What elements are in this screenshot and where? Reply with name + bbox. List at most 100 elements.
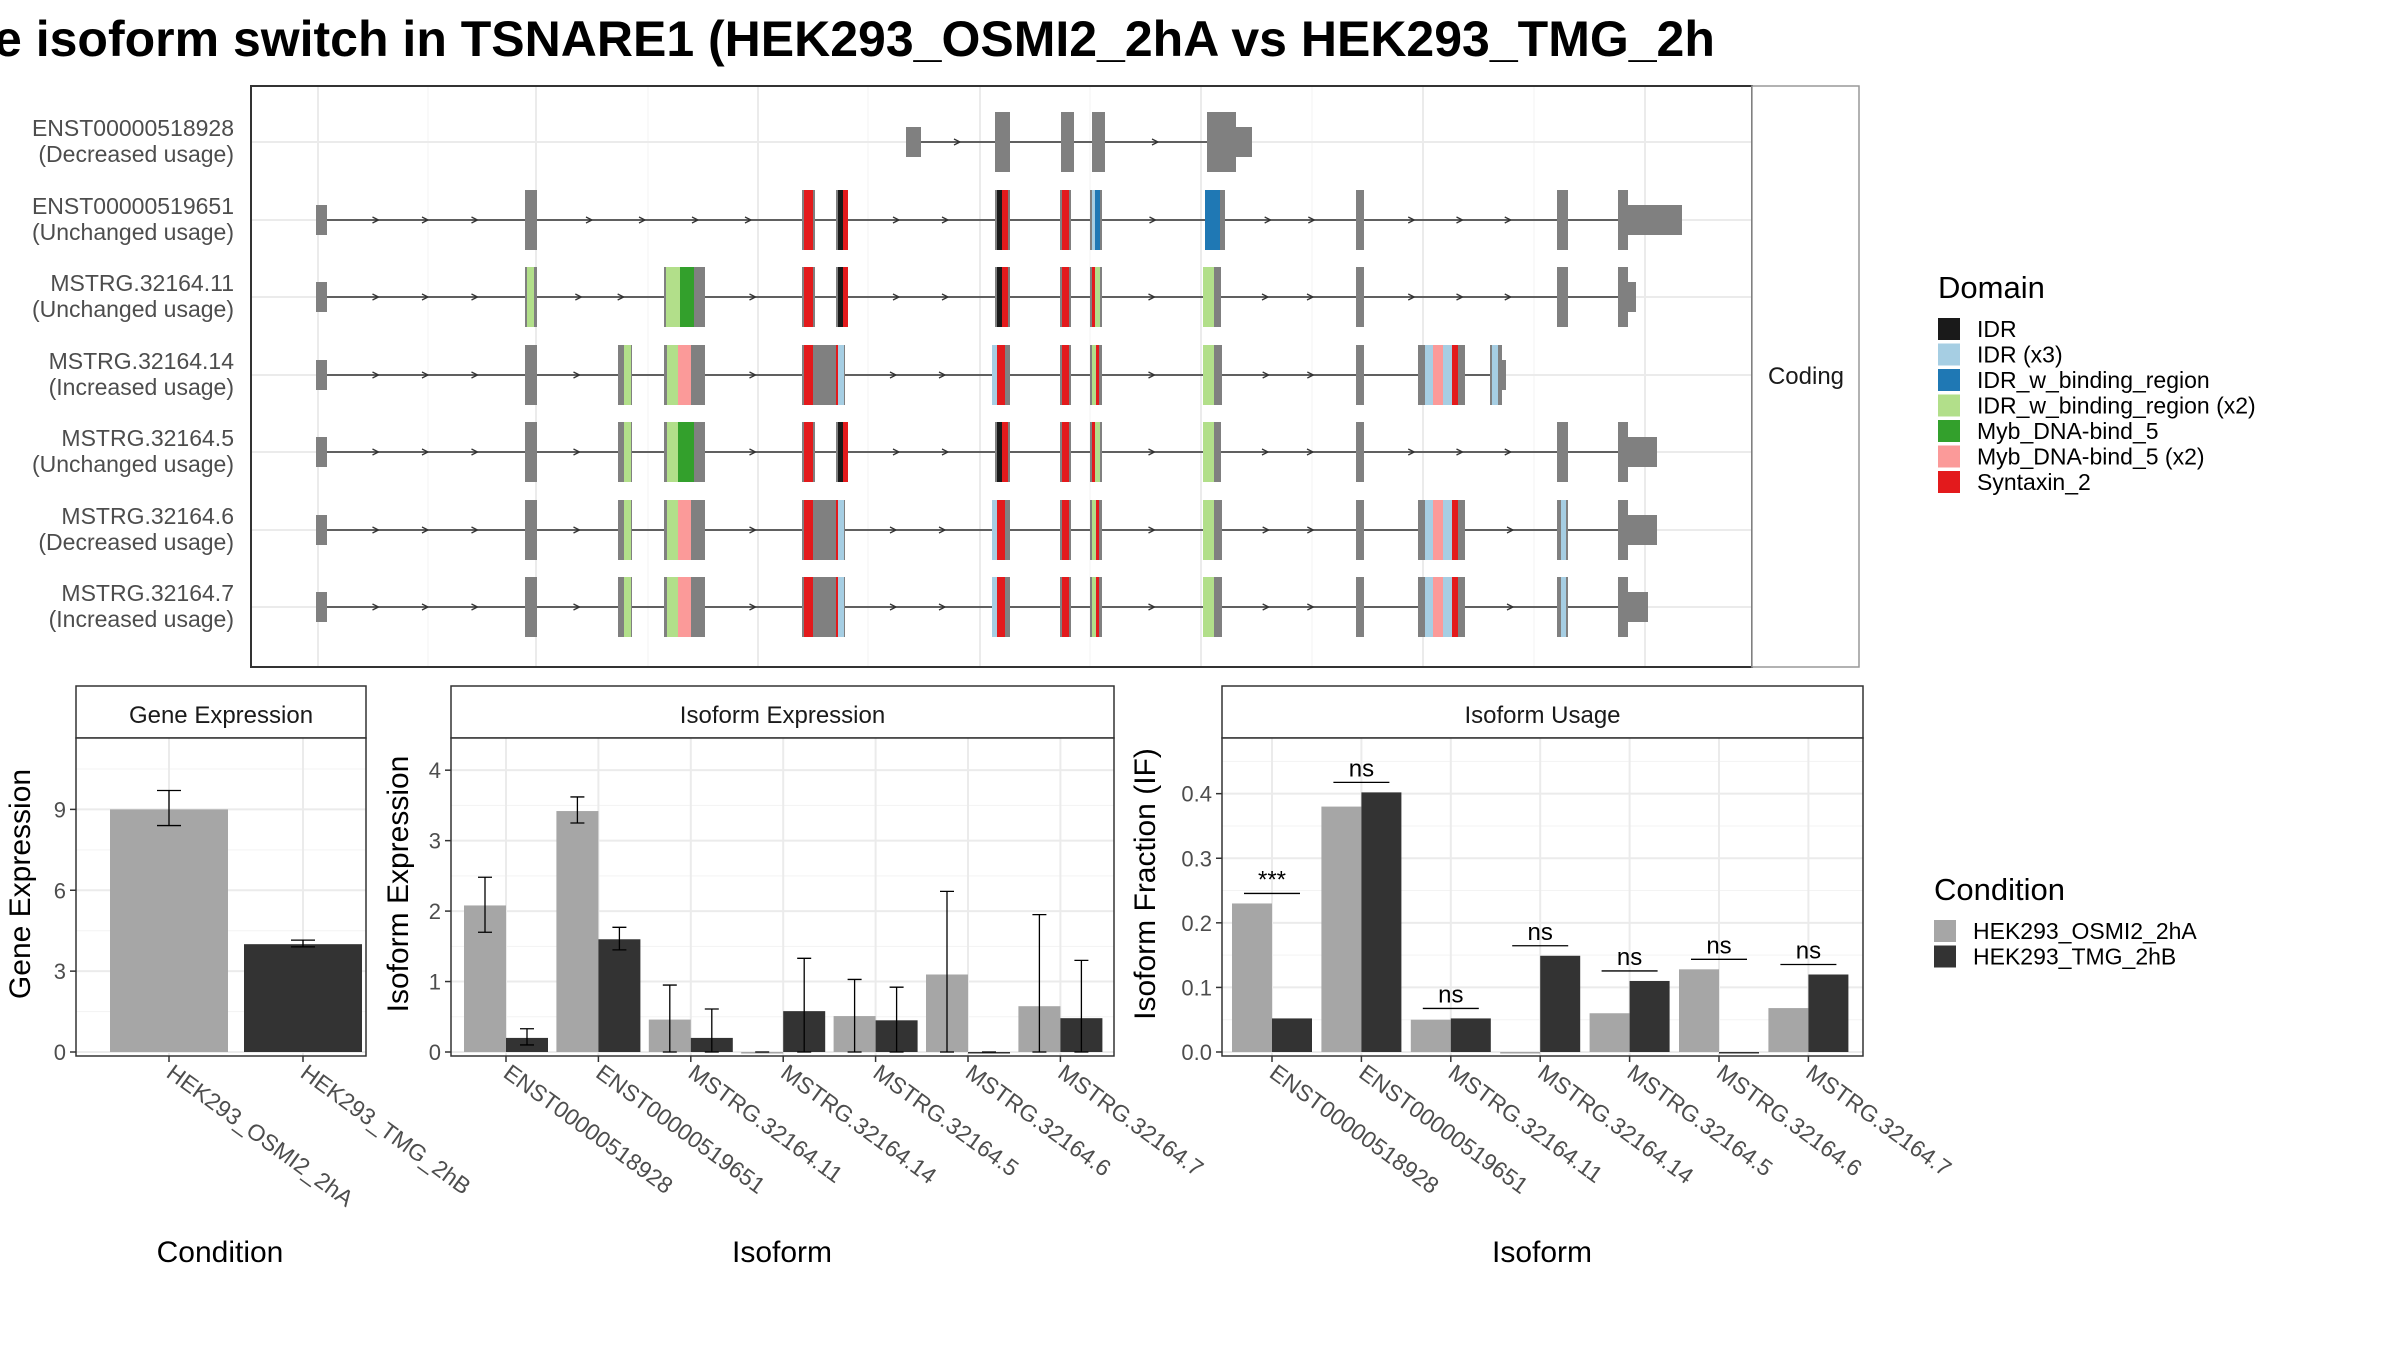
plot-border <box>1221 737 1864 1057</box>
domain-legend-swatch <box>1938 420 1960 442</box>
intron-direction-arrow <box>1148 371 1156 379</box>
domain-segment <box>1002 267 1008 327</box>
intron-direction-arrow <box>941 216 950 224</box>
significance-label: ns <box>1706 932 1731 959</box>
bar <box>556 811 599 1052</box>
exon-block <box>1356 577 1364 637</box>
domain-segment <box>838 500 844 560</box>
x-tick-label: ENST00000519651 <box>591 1059 770 1199</box>
intron-direction-arrow <box>744 216 753 224</box>
intron-direction-arrow <box>1407 293 1416 301</box>
domain-segment <box>804 422 813 482</box>
domain-segment <box>1095 190 1100 250</box>
domain-segment <box>843 267 848 327</box>
domain-segment <box>997 345 1005 405</box>
bar <box>1450 1018 1491 1052</box>
domain-segment <box>1062 190 1069 250</box>
transcript-id-label: MSTRG.32164.5 <box>61 425 234 451</box>
exon-block <box>1628 437 1657 467</box>
domain-segment <box>1062 422 1069 482</box>
error-bar <box>570 796 585 824</box>
intron-direction-arrow <box>1407 216 1416 224</box>
transcript-usage-label: (Decreased usage) <box>38 529 234 555</box>
intron-direction-arrow <box>1307 526 1315 534</box>
domain-segment <box>1095 267 1100 327</box>
error-bar <box>889 986 904 1053</box>
intron-direction-arrow <box>471 216 479 224</box>
domain-segment <box>1062 500 1069 560</box>
domain-legend-label: IDR (x3) <box>1977 342 2063 368</box>
error-bar <box>662 984 677 1053</box>
bar <box>741 1052 784 1054</box>
domain-segment <box>992 577 997 637</box>
exon-block <box>525 500 537 560</box>
bar <box>1629 980 1670 1052</box>
y-tick-label: 3 <box>429 829 441 854</box>
intron-direction-arrow <box>889 603 898 611</box>
exon-block <box>525 345 537 405</box>
intron-direction-arrow <box>1262 526 1271 534</box>
x-tick-label: MSTRG.32164.5 <box>1623 1059 1778 1181</box>
error-bar <box>940 890 954 1053</box>
intron-direction-arrow <box>892 293 901 301</box>
panel-title: Gene Expression <box>129 702 313 729</box>
x-tick-label: MSTRG.32164.14 <box>1533 1059 1698 1189</box>
exon-block <box>1618 577 1628 637</box>
exon-block <box>1628 282 1636 312</box>
error-bar <box>291 939 315 948</box>
bar <box>1321 806 1362 1052</box>
domain-segment <box>1203 422 1214 482</box>
intron-direction-arrow <box>892 448 901 456</box>
intron-direction-arrow <box>638 216 647 224</box>
exon-block <box>1502 360 1506 390</box>
exon-block <box>1557 422 1568 482</box>
domain-segment <box>1433 500 1443 560</box>
transcript-id-label: MSTRG.32164.14 <box>49 348 235 374</box>
exon-block <box>1356 190 1364 250</box>
domain-segment <box>997 577 1005 637</box>
y-tick-label: 4 <box>429 758 441 783</box>
intron-direction-arrow <box>1264 216 1273 224</box>
bar <box>1589 1013 1630 1052</box>
domain-segment <box>678 422 694 482</box>
domain-segment <box>997 267 1002 327</box>
domain-segment <box>667 345 678 405</box>
bar <box>1679 969 1719 1052</box>
transcript-labels: ENST00000518928(Decreased usage)ENST0000… <box>32 115 234 632</box>
intron-direction-arrow <box>372 526 380 534</box>
transcript-usage-label: (Unchanged usage) <box>32 451 234 477</box>
transcript-tracks <box>316 112 1682 637</box>
exon-block <box>316 437 327 467</box>
domain-segment <box>1492 345 1498 405</box>
significance-label: ns <box>1617 944 1642 971</box>
intron-direction-arrow <box>1504 293 1513 301</box>
domain-segment <box>992 500 997 560</box>
intron-direction-arrow <box>953 138 962 146</box>
domain-legend-label: Myb_DNA-bind_5 (x2) <box>1977 444 2205 470</box>
x-tick-label: MSTRG.32164.7 <box>1801 1059 1956 1181</box>
error-bar <box>612 926 627 951</box>
transcript-track <box>316 577 1648 637</box>
intron-direction-arrow <box>1308 216 1316 224</box>
domain-segment <box>1443 500 1452 560</box>
bar <box>1500 1052 1541 1054</box>
y-axis-label: Gene Expression <box>4 769 37 999</box>
domain-segment <box>1062 345 1069 405</box>
y-tick-label: 9 <box>54 797 66 822</box>
domain-segment <box>1425 577 1433 637</box>
y-tick-label: 0.0 <box>1181 1040 1212 1065</box>
domain-segment <box>997 500 1005 560</box>
transcript-id-label: MSTRG.32164.6 <box>61 503 234 529</box>
domain-segment <box>1092 577 1096 637</box>
exon-block <box>1092 112 1105 172</box>
intron-direction-arrow <box>691 216 700 224</box>
isoform-expression-panel: Isoform Expression 0 1 2 3 4 Isoform Expressio… <box>382 685 1208 1269</box>
intron-direction-arrow <box>1307 371 1315 379</box>
intron-direction-arrow <box>1306 293 1315 301</box>
intron-direction-arrow <box>749 371 757 379</box>
x-tick-label: MSTRG.32164.11 <box>684 1059 848 1188</box>
transcript-track <box>906 112 1252 172</box>
intron-direction-arrow <box>573 448 581 456</box>
significance-label: ns <box>1528 919 1553 946</box>
